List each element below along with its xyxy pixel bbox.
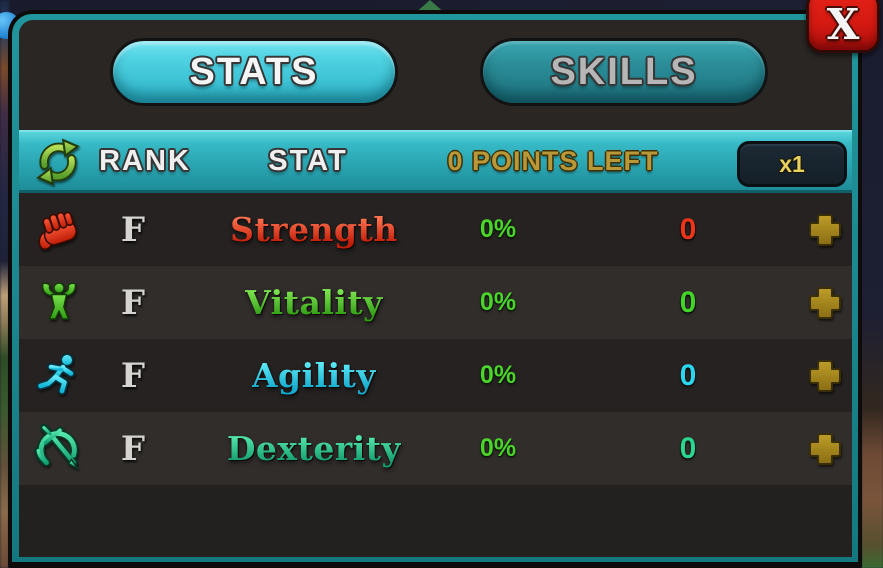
stat-name: Strength	[230, 210, 398, 249]
rank-value: F	[120, 355, 146, 396]
table-row-dexterity: F Dexterity 0% 0	[19, 412, 852, 485]
rank-value: F	[120, 428, 146, 469]
background-left-scenery	[0, 0, 9, 568]
refresh-icon[interactable]	[33, 137, 83, 187]
tab-skills-label: SKILLS	[550, 50, 698, 93]
plus-icon	[809, 213, 841, 246]
plus-icon	[809, 432, 841, 465]
stat-name: Dexterity	[226, 429, 402, 468]
tab-stats[interactable]: STATS	[110, 38, 398, 106]
sword-slash-icon	[31, 412, 87, 485]
running-person-icon	[31, 339, 87, 412]
stat-header-label: STAT	[268, 144, 348, 177]
fist-icon	[31, 193, 87, 266]
stat-name: Agility	[251, 356, 377, 395]
stat-name: Vitality	[245, 283, 383, 322]
stat-points: 0	[679, 285, 697, 319]
add-point-button[interactable]	[805, 339, 845, 412]
close-x-icon: X	[826, 0, 860, 49]
stat-percent: 0%	[479, 288, 517, 316]
rank-value: F	[120, 209, 146, 250]
stats-table: F Strength 0% 0	[19, 193, 852, 485]
stat-percent: 0%	[479, 215, 517, 243]
rank-header-label: RANK	[99, 144, 191, 177]
stat-percent: 0%	[479, 361, 517, 389]
stat-percent: 0%	[479, 434, 517, 462]
add-point-button[interactable]	[805, 193, 845, 266]
stat-points: 0	[679, 431, 697, 465]
table-row-agility: F Agility 0% 0	[19, 339, 852, 412]
add-point-button[interactable]	[805, 266, 845, 339]
plus-icon	[809, 286, 841, 319]
column-header-rank: RANK	[85, 132, 205, 190]
table-header: RANK STAT 0 POINTS LEFT x1	[19, 130, 852, 193]
points-left-indicator: 0 POINTS LEFT	[413, 132, 693, 190]
close-button[interactable]: X	[806, 0, 880, 53]
tab-skills[interactable]: SKILLS	[480, 38, 768, 106]
plus-icon	[809, 359, 841, 392]
tab-stats-label: STATS	[189, 50, 319, 93]
background-right-scenery	[862, 0, 883, 568]
multiplier-button[interactable]: x1	[737, 141, 847, 187]
stats-panel: STATS SKILLS RANK	[19, 20, 852, 557]
stat-points: 0	[679, 358, 697, 392]
add-point-button[interactable]	[805, 412, 845, 485]
stat-points: 0	[679, 212, 697, 246]
table-row-strength: F Strength 0% 0	[19, 193, 852, 266]
panel-empty-area	[19, 485, 852, 557]
rank-value: F	[120, 282, 146, 323]
multiplier-label: x1	[779, 150, 805, 177]
points-left-label: 0 POINTS LEFT	[447, 145, 659, 176]
muscle-flex-icon	[31, 266, 87, 339]
column-header-stat: STAT	[248, 132, 368, 190]
table-row-vitality: F Vitality 0% 0	[19, 266, 852, 339]
